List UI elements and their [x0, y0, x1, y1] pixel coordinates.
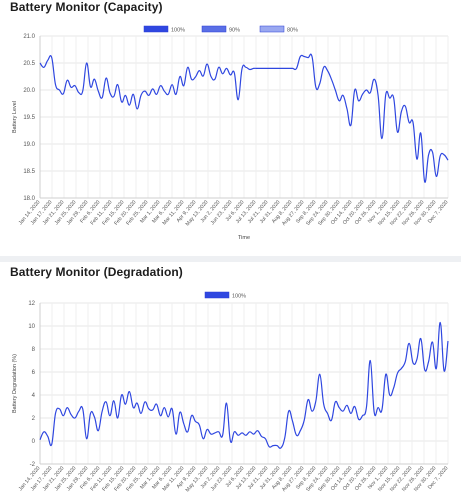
y-axis-title: Battery Degradation (%) — [12, 354, 18, 413]
capacity-chart-panel: Battery Monitor (Capacity) 21.0 20.5 20.0 1… — [10, 0, 450, 241]
y-tick-label: 2 — [32, 416, 36, 422]
x-axis-title: Time — [238, 235, 250, 241]
degradation-chart-panel: Battery Monitor (Degradation) 12 10 8 6 4 2 0 -… — [0, 262, 461, 500]
y-axis-title: Battery Level — [12, 101, 18, 133]
legend-label[interactable]: 90% — [229, 28, 240, 34]
degradation-chart-title: Battery Monitor (Degradation) — [10, 265, 183, 279]
series-line-100pct — [39, 321, 449, 449]
y-tick-label: 0 — [32, 439, 36, 445]
y-tick-label: -2 — [30, 462, 36, 468]
y-tick-label: 20.5 — [23, 61, 35, 67]
y-tick-label: 18.5 — [23, 169, 35, 175]
y-tick-label: 6 — [32, 370, 36, 376]
legend-label[interactable]: 100% — [232, 294, 246, 300]
y-tick-label: 21.0 — [23, 34, 35, 40]
capacity-chart-title: Battery Monitor (Capacity) — [10, 0, 163, 14]
y-tick-label: 12 — [28, 301, 35, 307]
y-tick-label: 8 — [32, 347, 36, 353]
y-tick-label: 10 — [28, 324, 35, 330]
y-tick-label: 19.5 — [23, 115, 35, 121]
panel-separator — [0, 256, 461, 262]
legend-label[interactable]: 80% — [287, 28, 298, 34]
legend-swatch[interactable] — [204, 291, 230, 299]
y-tick-label: 19.0 — [23, 142, 35, 148]
legend-swatch[interactable] — [201, 25, 227, 33]
y-tick-label: 20.0 — [23, 88, 35, 94]
legend-label[interactable]: 100% — [171, 28, 185, 34]
legend-swatch[interactable] — [143, 25, 169, 33]
series-line-100pct — [39, 53, 449, 183]
y-tick-label: 18.0 — [23, 196, 35, 202]
legend-swatch[interactable] — [259, 25, 285, 33]
y-tick-label: 4 — [32, 393, 36, 399]
